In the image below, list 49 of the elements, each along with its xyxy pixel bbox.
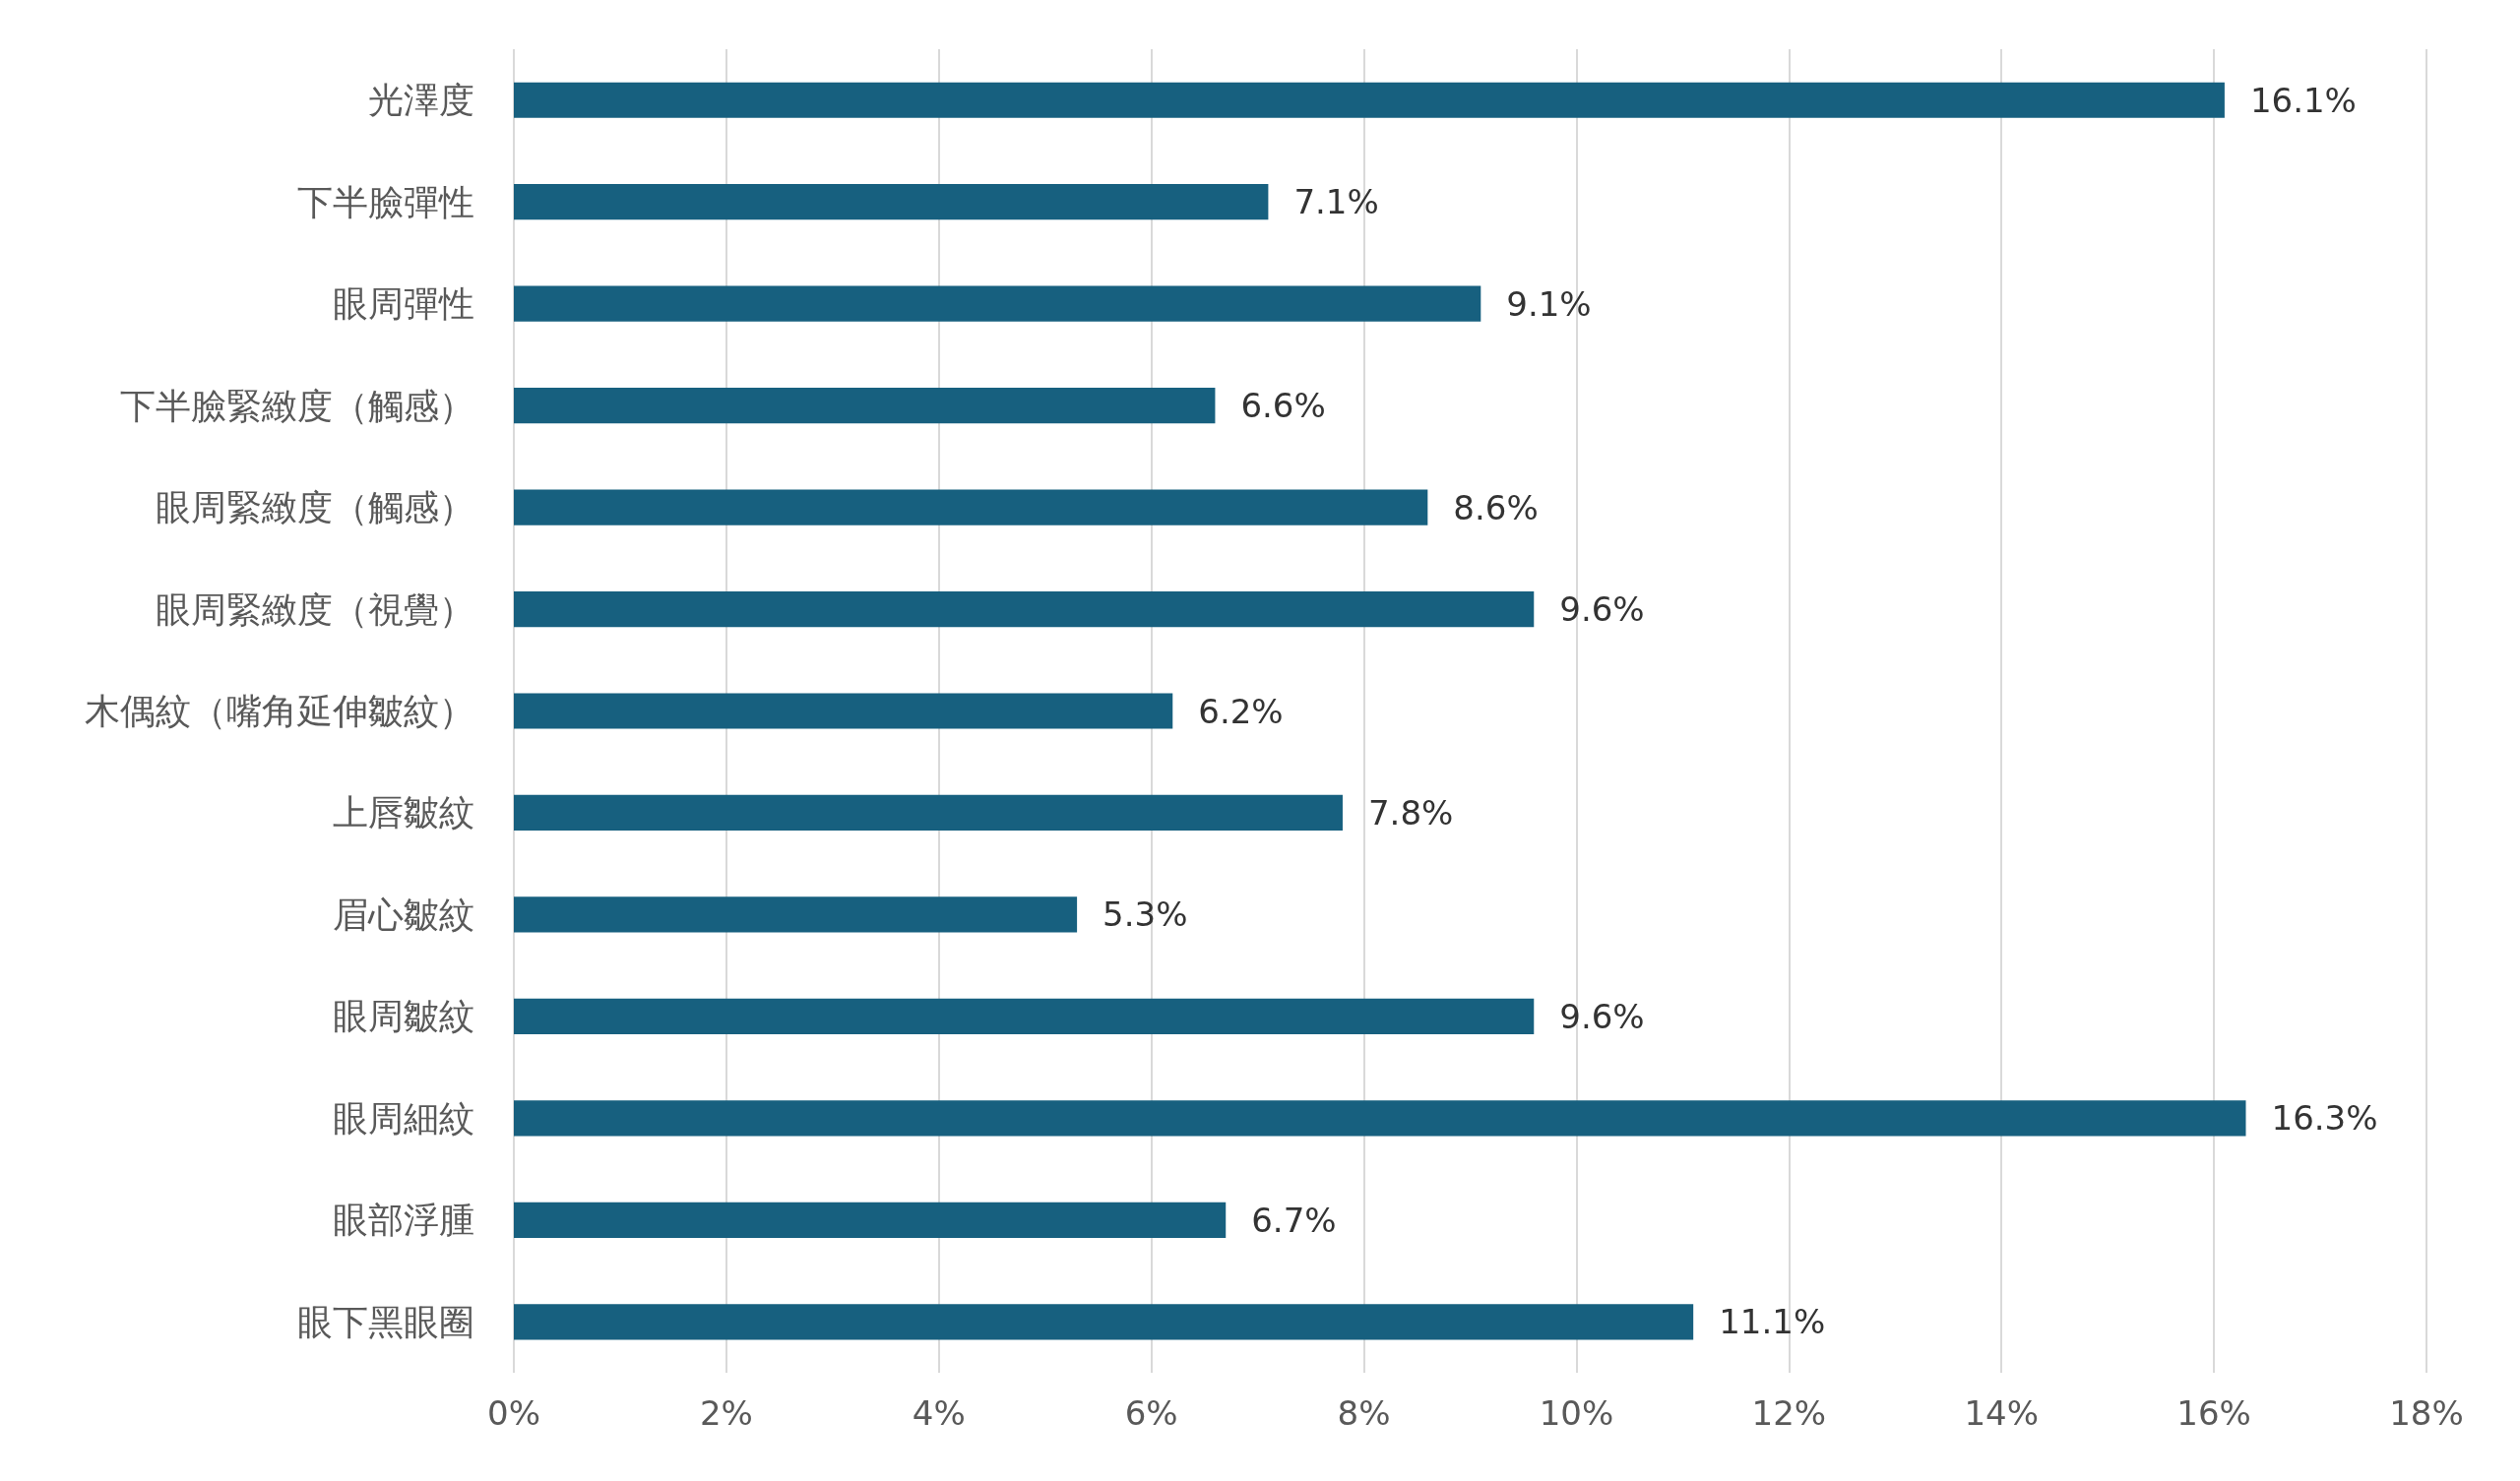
y-tick-label: 眼周彈性 [333,283,474,325]
x-tick-label: 16% [2176,1393,2251,1433]
data-label: 7.1% [1293,182,1379,222]
x-tick-label: 14% [1964,1393,2040,1433]
data-label: 5.3% [1102,895,1188,935]
x-tick-label: 4% [912,1393,966,1433]
data-label: 9.6% [1559,589,1645,630]
data-label: 9.1% [1506,283,1592,324]
y-tick-label: 下半臉彈性 [297,181,474,222]
x-tick-label: 6% [1124,1393,1178,1433]
data-label: 16.3% [2271,1098,2378,1139]
x-tick-label: 2% [699,1393,753,1433]
data-label: 6.2% [1198,691,1284,731]
x-tick-label: 0% [487,1393,540,1433]
bar [514,794,1343,832]
x-tick-label: 10% [1539,1393,1614,1433]
bar [514,998,1535,1034]
bar [514,388,1216,424]
bar [514,1304,1694,1340]
y-tick-label: 光澤度 [368,80,474,121]
y-tick-label: 眼周緊緻度（觸感） [156,487,474,528]
bar [514,285,1481,322]
y-tick-label: 眼周皺紋 [333,996,474,1037]
data-label: 16.1% [2249,80,2357,120]
y-tick-label: 眼周細紋 [333,1097,474,1139]
y-tick-label: 下半臉緊緻度（觸感） [120,385,474,426]
bar [514,896,1078,933]
x-tick-label: 8% [1337,1393,1391,1433]
bar [514,184,1269,220]
data-label: 7.8% [1367,792,1454,833]
y-tick-label: 上唇皺紋 [333,792,474,833]
bar [514,693,1173,729]
data-label: 11.1% [1719,1302,1826,1342]
x-tick-label: 18% [2389,1393,2464,1433]
data-label: 9.6% [1559,996,1645,1036]
data-label: 8.6% [1453,487,1539,527]
bar [514,1100,2246,1137]
data-label: 6.7% [1251,1200,1337,1240]
bar [514,590,1535,628]
y-tick-label: 眼下黑眼圈 [297,1301,474,1342]
data-label: 6.6% [1240,386,1326,426]
bar [514,489,1428,525]
bar [514,82,2225,118]
y-tick-label: 眼周緊緻度（視覺） [156,588,474,630]
bar [514,1202,1227,1238]
x-tick-label: 12% [1751,1393,1827,1433]
y-tick-label: 眉心皺紋 [333,894,474,935]
y-tick-label: 眼部浮腫 [333,1200,474,1241]
y-tick-label: 木偶紋（嘴角延伸皺紋） [85,691,474,731]
